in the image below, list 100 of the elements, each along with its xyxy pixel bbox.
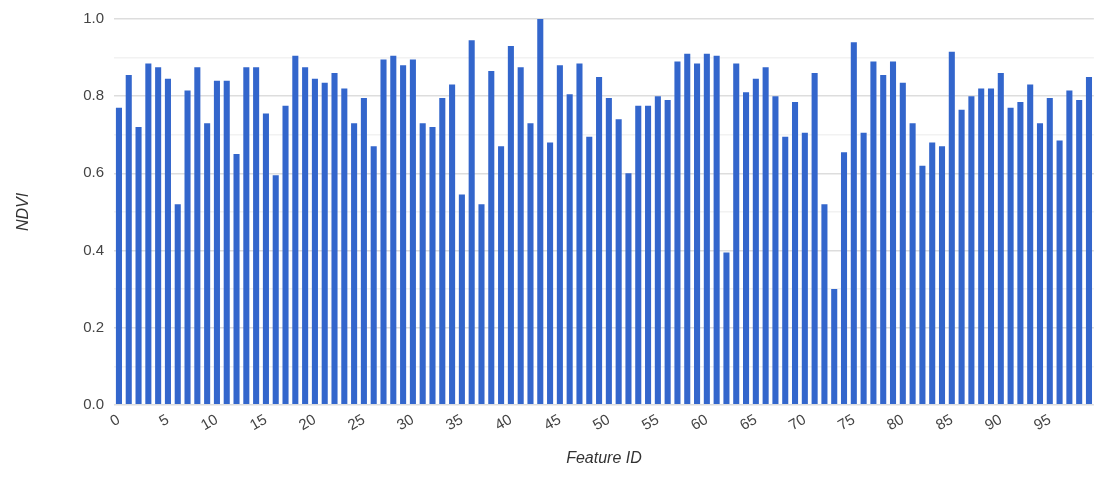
bar xyxy=(194,67,201,405)
bar xyxy=(1066,90,1073,405)
bar xyxy=(351,123,358,405)
bar xyxy=(184,90,191,405)
bar xyxy=(429,127,436,405)
bar xyxy=(243,67,250,405)
x-tick-label: 95 xyxy=(1030,410,1054,434)
bar xyxy=(576,63,583,405)
bar xyxy=(390,55,397,405)
bar xyxy=(409,59,416,405)
bar xyxy=(419,123,426,405)
bar xyxy=(909,123,916,405)
bar xyxy=(899,82,906,405)
bar xyxy=(311,78,318,405)
y-tick-label: 0.6 xyxy=(83,163,105,181)
bar xyxy=(302,67,309,405)
bar xyxy=(791,101,799,405)
bar xyxy=(713,55,720,405)
x-tick-label: 60 xyxy=(687,410,711,434)
x-axis-title: Feature ID xyxy=(566,448,643,466)
bar xyxy=(948,51,955,405)
bar xyxy=(498,146,505,405)
x-tick-label: 20 xyxy=(295,410,319,434)
y-tick-label: 0.8 xyxy=(83,86,105,104)
bar xyxy=(860,132,867,405)
bar xyxy=(223,80,230,405)
x-tick-label: 65 xyxy=(736,410,760,434)
bar xyxy=(449,84,456,405)
x-tick-label: 55 xyxy=(638,410,662,434)
bar xyxy=(145,63,152,405)
bar xyxy=(360,98,367,405)
bar xyxy=(282,105,289,405)
y-tick-label: 1.0 xyxy=(83,9,105,27)
bar xyxy=(743,92,750,405)
bar xyxy=(889,61,897,405)
bar xyxy=(547,142,554,405)
bar xyxy=(439,98,446,405)
bar xyxy=(782,136,789,405)
bar xyxy=(321,82,328,405)
bar xyxy=(164,78,171,405)
x-tick-label: 35 xyxy=(442,410,466,434)
y-axis-title: NDVI xyxy=(14,192,32,232)
bar xyxy=(1027,84,1034,405)
bar xyxy=(155,67,162,405)
x-tick-label: 70 xyxy=(785,410,809,434)
x-tick-label: 45 xyxy=(540,410,564,434)
bar xyxy=(272,175,279,405)
bar xyxy=(596,76,603,405)
bar xyxy=(1017,101,1024,405)
bar xyxy=(468,40,475,405)
bar xyxy=(125,74,132,405)
x-tick-label: 5 xyxy=(155,410,172,430)
bar xyxy=(752,78,759,405)
bar xyxy=(694,63,701,405)
bar xyxy=(880,74,887,405)
bar xyxy=(703,53,710,405)
bar xyxy=(253,67,260,405)
bar xyxy=(1056,140,1063,405)
bar xyxy=(684,53,691,405)
bar xyxy=(537,19,544,405)
bar xyxy=(566,94,573,405)
bar xyxy=(958,109,965,405)
bar xyxy=(135,127,142,405)
bar xyxy=(527,123,534,405)
bar xyxy=(1046,98,1053,405)
bar xyxy=(978,88,985,405)
bar xyxy=(997,73,1004,405)
y-tick-label: 0.4 xyxy=(83,240,105,258)
bar xyxy=(1085,76,1093,405)
bar xyxy=(1076,100,1083,405)
bar xyxy=(723,252,730,405)
bar xyxy=(115,107,122,405)
x-tick-label: 25 xyxy=(344,410,368,434)
bar xyxy=(801,132,808,405)
bar xyxy=(821,204,828,405)
bar xyxy=(968,96,975,405)
bar xyxy=(458,194,465,405)
bar xyxy=(507,46,514,405)
x-tick-label: 15 xyxy=(246,410,270,434)
bar xyxy=(262,113,269,405)
bar xyxy=(625,173,632,405)
bar xyxy=(400,65,407,405)
bar xyxy=(292,55,299,405)
bar xyxy=(233,154,240,405)
bar xyxy=(733,63,740,405)
bar xyxy=(488,71,495,405)
x-tick-label: 30 xyxy=(393,410,417,434)
bar xyxy=(664,100,671,405)
bar xyxy=(987,88,995,405)
x-tick-label: 40 xyxy=(491,410,515,434)
bar xyxy=(370,146,377,405)
bar xyxy=(478,204,485,405)
x-tick-label: 0 xyxy=(106,410,123,430)
bar xyxy=(938,146,946,405)
bar xyxy=(870,61,877,405)
bar xyxy=(331,73,338,405)
bar xyxy=(380,59,387,405)
bar xyxy=(840,152,848,405)
bar xyxy=(586,136,593,405)
bar xyxy=(204,123,211,405)
